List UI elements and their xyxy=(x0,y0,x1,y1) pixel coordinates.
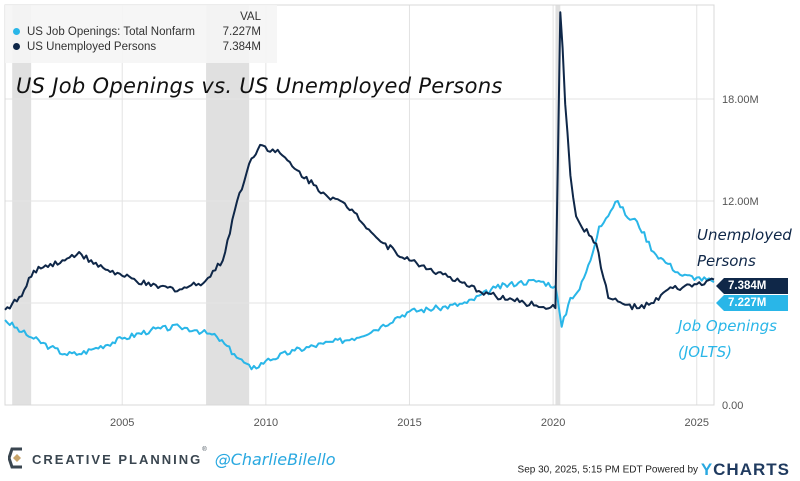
chart-title: US Job Openings vs. US Unemployed Person… xyxy=(16,74,503,98)
twitter-handle[interactable]: @CharlieBilello xyxy=(214,450,336,469)
series-line-unemployed xyxy=(4,11,715,311)
recession-band xyxy=(206,5,250,405)
ycharts-logo[interactable]: YCHARTS xyxy=(700,460,790,479)
legend-value: 7.384M xyxy=(222,41,261,53)
footer-branding: CREATIVE PLANNING® @CharlieBilello xyxy=(7,447,336,472)
legend-value: 7.227M xyxy=(222,26,261,38)
last-value-tag-unemployed: 7.384M xyxy=(716,278,788,294)
annotation-unemployed: Unemployed Persons xyxy=(697,222,792,274)
y-tick-label: 12.00M xyxy=(722,196,759,208)
annotation-line: Unemployed xyxy=(697,226,792,244)
x-tick-label: 2025 xyxy=(685,417,709,429)
last-value-tag-job-openings: 7.227M xyxy=(716,295,788,311)
x-tick-label: 2020 xyxy=(541,417,565,429)
legend-item-unemployed[interactable]: US Unemployed Persons 7.384M xyxy=(13,41,261,55)
x-tick-label: 2005 xyxy=(110,417,134,429)
creative-planning-logo-icon xyxy=(7,447,26,472)
timestamp: Sep 30, 2025, 5:15 PM EDT Powered by xyxy=(517,464,699,476)
legend-label: US Job Openings: Total Nonfarm xyxy=(27,26,195,38)
x-tick-label: 2015 xyxy=(397,417,421,429)
series-line-job-openings xyxy=(4,200,715,371)
y-tick-label: 18.00M xyxy=(722,94,759,106)
legend-label: US Unemployed Persons xyxy=(27,41,157,53)
plot-border xyxy=(4,4,715,406)
recession-band xyxy=(12,5,32,405)
legend: VAL US Job Openings: Total Nonfarm 7.227… xyxy=(5,5,277,63)
annotation-line: Persons xyxy=(697,252,756,270)
annotation-line: Job Openings xyxy=(678,317,777,335)
brand-name: CREATIVE PLANNING xyxy=(32,452,203,467)
x-tick-label: 2010 xyxy=(254,417,278,429)
footer-stamp: Sep 30, 2025, 5:15 PM EDT Powered by YCH… xyxy=(518,460,790,480)
y-tick-label: 0.00 xyxy=(722,400,743,412)
legend-dot-icon xyxy=(13,43,20,51)
legend-dot-icon xyxy=(13,28,20,36)
annotation-job-openings: Job Openings (JOLTS) xyxy=(678,313,777,365)
legend-header: VAL xyxy=(240,11,261,23)
annotation-line: (JOLTS) xyxy=(678,343,732,361)
legend-item-job-openings[interactable]: US Job Openings: Total Nonfarm 7.227M xyxy=(13,26,261,40)
